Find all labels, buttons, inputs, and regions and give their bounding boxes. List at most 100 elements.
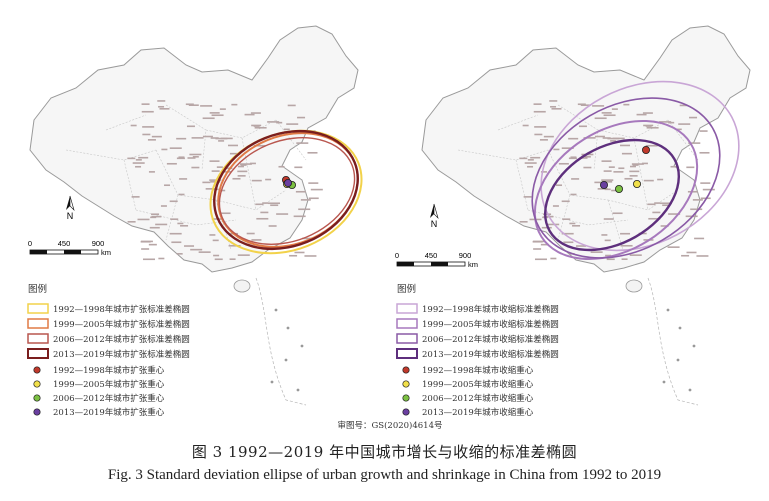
left-city-label bbox=[308, 182, 319, 184]
left-city-label bbox=[237, 165, 244, 168]
right-city-label bbox=[608, 166, 615, 168]
right-city-label bbox=[670, 165, 677, 168]
left-province-boundary bbox=[275, 119, 307, 161]
left-legend-ellipse-swatch bbox=[27, 318, 49, 329]
right-legend-title: 图例 bbox=[397, 283, 416, 295]
right-city-label bbox=[549, 100, 558, 102]
left-city-label bbox=[237, 254, 250, 256]
left-city-label bbox=[135, 159, 142, 161]
left-city-label bbox=[213, 254, 220, 257]
right-city-label bbox=[527, 165, 534, 168]
left-scale-unit: km bbox=[101, 248, 111, 257]
right-city-label bbox=[584, 156, 591, 158]
right-legend-ellipse-swatch bbox=[396, 303, 418, 314]
left-province-boundary bbox=[123, 159, 137, 211]
right-city-label bbox=[568, 137, 579, 140]
right-city-label bbox=[606, 258, 615, 261]
right-city-label bbox=[603, 218, 614, 220]
right-legend-ellipse-label: 2006—2012年城市收缩标准差椭圆 bbox=[422, 334, 559, 345]
left-mean-center bbox=[283, 178, 292, 187]
right-city-label bbox=[604, 188, 611, 191]
right-city-label bbox=[643, 124, 654, 127]
left-city-label bbox=[184, 245, 195, 247]
left-city-label bbox=[131, 196, 140, 198]
right-scale-tick: 0 bbox=[395, 251, 399, 260]
right-city-label bbox=[648, 217, 661, 220]
right-city-label bbox=[685, 215, 698, 218]
left-city-label bbox=[237, 170, 248, 173]
right-country-outline bbox=[421, 25, 751, 273]
right-city-label bbox=[523, 196, 532, 198]
right-city-label bbox=[654, 202, 661, 204]
left-legend-center-swatch bbox=[33, 394, 41, 402]
right-city-label bbox=[660, 202, 673, 205]
right-city-label bbox=[540, 243, 549, 246]
right-city-label bbox=[620, 244, 633, 247]
right-province-boundary bbox=[633, 137, 649, 211]
right-legend-center-swatch bbox=[402, 366, 410, 374]
left-city-label bbox=[231, 103, 238, 106]
left-scale-tick: 0 bbox=[28, 239, 32, 248]
left-city-label bbox=[189, 153, 202, 156]
right-city-label bbox=[646, 126, 659, 129]
left-city-label bbox=[215, 137, 228, 140]
left-legend-center-swatch bbox=[33, 366, 41, 374]
left-city-label bbox=[164, 184, 171, 187]
left-city-label bbox=[246, 232, 255, 235]
left-city-label bbox=[149, 226, 160, 229]
right-city-label bbox=[558, 162, 569, 165]
right-city-label bbox=[603, 114, 616, 117]
right-city-label bbox=[667, 246, 680, 248]
left-city-label bbox=[176, 137, 187, 140]
left-city-label bbox=[218, 140, 225, 142]
right-scale-unit: km bbox=[468, 260, 478, 269]
right-province-boundary bbox=[607, 199, 624, 251]
left-city-label bbox=[219, 108, 226, 110]
left-city-label bbox=[300, 199, 311, 201]
right-hainan-island bbox=[625, 279, 643, 293]
left-city-label bbox=[211, 170, 220, 172]
right-city-label bbox=[533, 110, 546, 113]
right-city-label bbox=[605, 254, 612, 257]
left-city-label bbox=[228, 244, 241, 247]
right-city-label bbox=[660, 225, 669, 227]
right-city-label bbox=[572, 225, 581, 227]
left-city-label bbox=[251, 179, 262, 182]
right-city-label bbox=[612, 212, 623, 215]
right-city-label bbox=[621, 258, 628, 260]
right-legend-center-swatch bbox=[402, 394, 410, 402]
right-north-arrow-icon bbox=[433, 203, 439, 220]
right-legend-center-label: 2006—2012年城市收缩重心 bbox=[422, 393, 534, 404]
left-legend-ellipse-label: 1992—1998年城市扩张标准差椭圆 bbox=[53, 304, 190, 315]
right-city-label bbox=[570, 193, 577, 196]
right-city-label bbox=[623, 103, 630, 106]
left-city-label bbox=[178, 156, 185, 159]
left-maritime-boundary bbox=[255, 277, 307, 406]
left-city-label bbox=[255, 203, 264, 206]
right-city-label bbox=[643, 179, 654, 182]
right-city-label bbox=[597, 188, 608, 190]
left-city-label bbox=[289, 254, 298, 257]
left-island bbox=[296, 388, 300, 392]
left-city-label bbox=[170, 218, 179, 220]
map-approval-number: 审图号：GS(2020)4614号 bbox=[337, 420, 442, 431]
right-city-label bbox=[602, 137, 611, 139]
left-city-label bbox=[298, 208, 311, 211]
right-city-label bbox=[631, 163, 644, 165]
left-city-label bbox=[137, 218, 150, 221]
right-city-label bbox=[553, 148, 560, 151]
right-island bbox=[678, 326, 682, 330]
left-city-label bbox=[160, 205, 167, 207]
left-city-label bbox=[210, 137, 219, 139]
left-city-label bbox=[191, 166, 200, 169]
right-city-label bbox=[632, 164, 639, 166]
left-city-label bbox=[297, 116, 306, 119]
right-scale-tick: 900 bbox=[459, 251, 472, 260]
right-city-label bbox=[629, 170, 640, 173]
left-city-label bbox=[158, 257, 165, 260]
right-city-label bbox=[690, 208, 703, 211]
left-city-label bbox=[276, 121, 283, 124]
left-province-boundary bbox=[65, 149, 157, 161]
right-city-label bbox=[519, 221, 528, 223]
